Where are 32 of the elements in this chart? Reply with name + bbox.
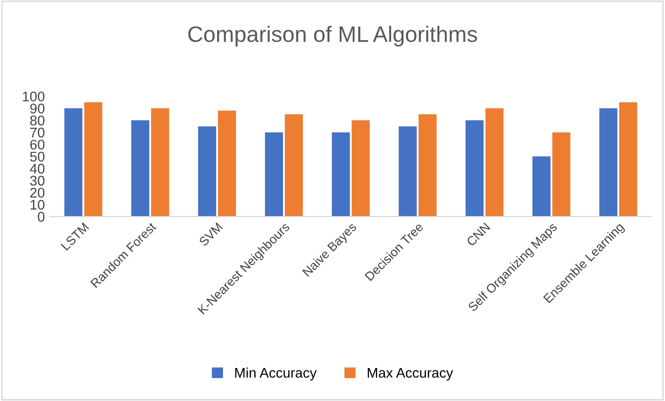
bar — [485, 108, 504, 217]
bar — [418, 114, 437, 217]
legend-label: Max Accuracy — [368, 368, 454, 380]
bar — [352, 120, 370, 217]
bar — [532, 156, 550, 217]
bar — [84, 102, 102, 217]
bar — [151, 108, 170, 217]
bar — [398, 126, 417, 217]
y-tick-label: 80 — [30, 116, 44, 126]
bar — [284, 114, 303, 217]
bar — [619, 102, 638, 217]
bar — [264, 132, 284, 217]
bar — [599, 108, 618, 217]
chart-title: Comparison of ML Algorithms — [188, 26, 478, 46]
y-tick-label: 40 — [30, 164, 44, 174]
y-tick-label: 90 — [30, 104, 44, 114]
legend-label: Min Accuracy — [235, 368, 317, 380]
y-tick-label: 60 — [30, 140, 44, 150]
bar — [466, 120, 484, 217]
y-tick-label: 50 — [30, 152, 44, 162]
y-tick-label: 70 — [30, 128, 44, 138]
bar — [332, 132, 350, 217]
y-tick-label: 10 — [30, 200, 44, 210]
y-tick-label: 20 — [30, 188, 44, 198]
y-tick-label: 30 — [30, 176, 44, 186]
bar — [218, 110, 236, 217]
y-tick-label: 0 — [38, 212, 44, 222]
bar — [64, 108, 82, 217]
y-tick-label: 100 — [22, 92, 44, 102]
bar — [131, 120, 150, 217]
bar — [198, 126, 216, 217]
bar — [552, 132, 570, 217]
